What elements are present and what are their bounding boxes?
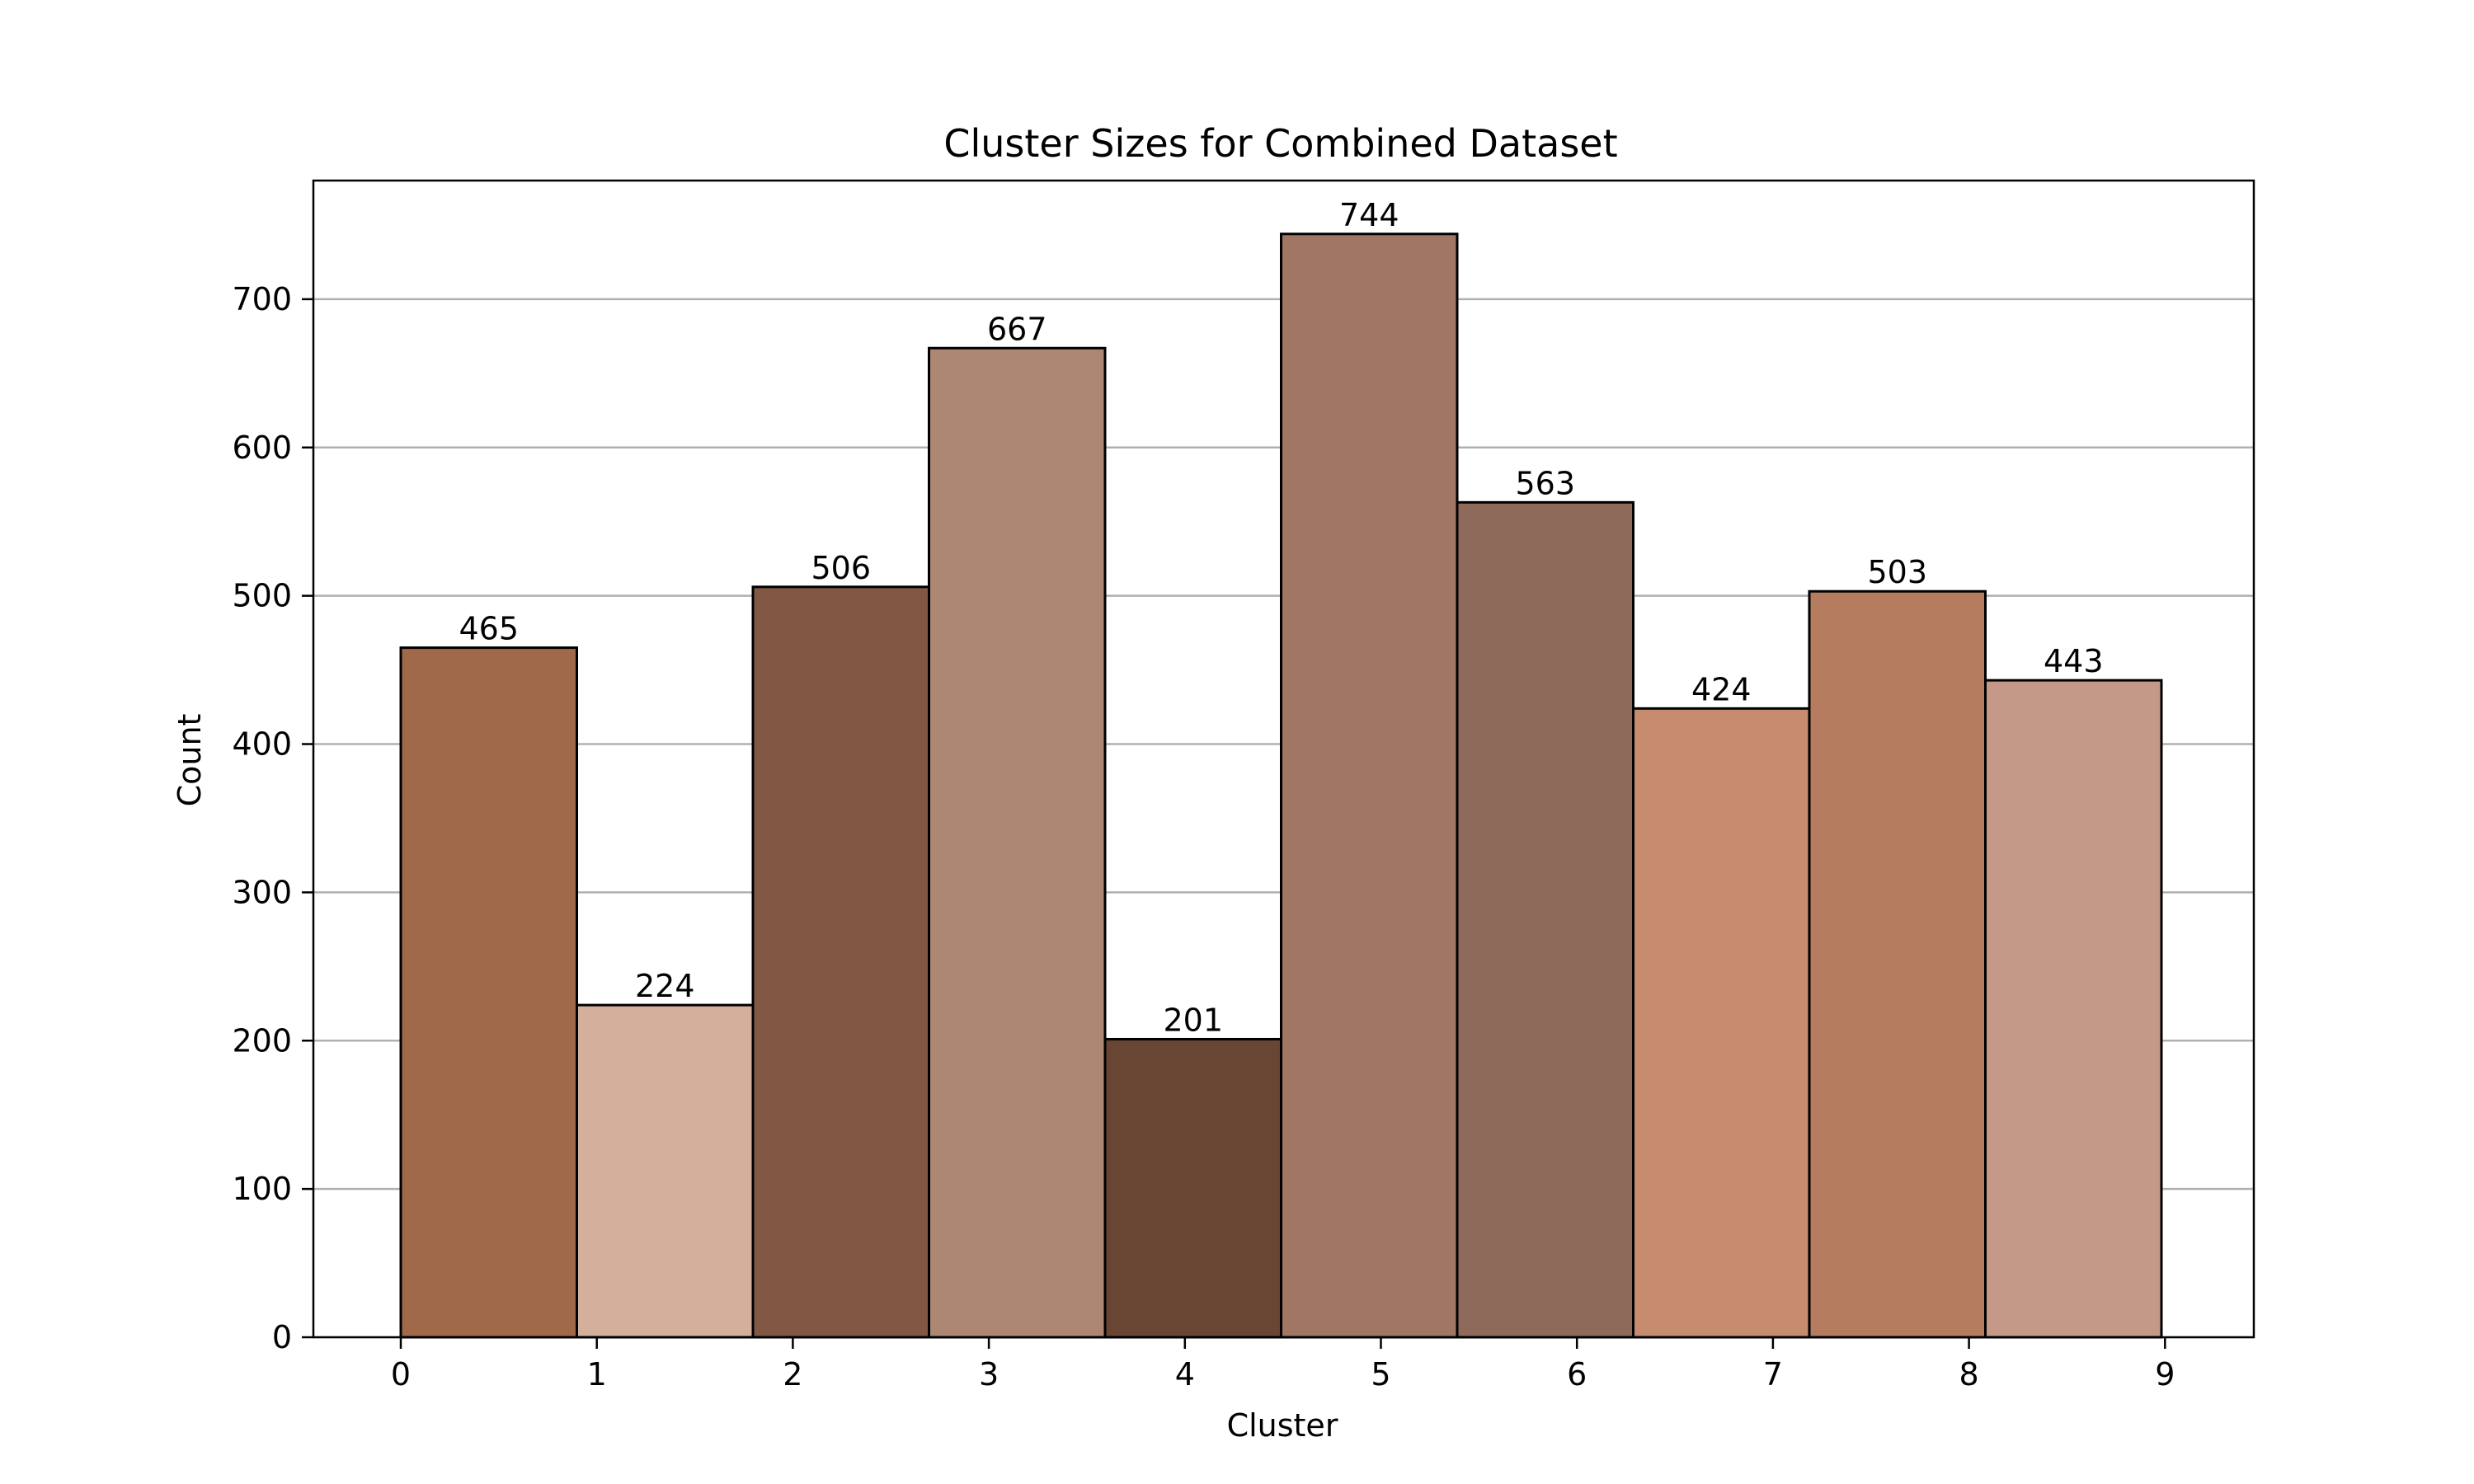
bar-cluster-5 (1280, 232, 1459, 1339)
plot-frame (312, 179, 2255, 1339)
data-label: 503 (1867, 554, 1927, 590)
x-tick-label: 8 (1959, 1356, 1979, 1392)
y-tick-label: 600 (232, 430, 292, 466)
bar-cluster-8 (1808, 589, 1987, 1339)
x-tick-label: 3 (979, 1356, 999, 1392)
data-label: 563 (1515, 465, 1575, 501)
x-tick-label: 6 (1567, 1356, 1587, 1392)
x-axis-label: Cluster (1227, 1407, 1338, 1444)
x-tick-label: 4 (1175, 1356, 1195, 1392)
data-label: 424 (1691, 671, 1752, 707)
bar-cluster-1 (576, 1003, 755, 1339)
y-axis-ticks: 0 100 200 300 400 500 600 700 (232, 281, 313, 1355)
data-label: 506 (811, 550, 871, 586)
bar-cluster-7 (1632, 707, 1811, 1339)
bar-cluster-0 (399, 646, 578, 1339)
y-axis-label: Count (172, 714, 208, 807)
y-tick-label: 500 (232, 578, 292, 614)
bar-cluster-4 (1103, 1037, 1282, 1339)
x-tick-label: 0 (391, 1356, 411, 1392)
data-label: 201 (1163, 1002, 1223, 1038)
chart-title: Cluster Sizes for Combined Dataset (943, 121, 1617, 166)
bars (399, 232, 2163, 1339)
bar-cluster-9 (1984, 679, 2163, 1339)
data-label: 744 (1339, 197, 1399, 233)
y-tick-label: 200 (232, 1022, 292, 1059)
data-labels: 465 224 506 667 201 744 563 424 503 443 (459, 197, 2103, 1039)
data-label: 224 (635, 968, 695, 1004)
x-tick-label: 5 (1371, 1356, 1390, 1392)
x-tick-label: 7 (1763, 1356, 1783, 1392)
data-label: 443 (2044, 643, 2104, 679)
x-axis-ticks: 0 1 2 3 4 5 6 7 8 9 (391, 1337, 2175, 1392)
data-label: 667 (987, 311, 1047, 347)
x-tick-label: 1 (587, 1356, 607, 1392)
x-tick-label: 2 (783, 1356, 802, 1392)
x-tick-label: 9 (2155, 1356, 2175, 1392)
y-tick-label: 400 (232, 726, 292, 763)
bar-cluster-2 (751, 585, 930, 1339)
y-tick-label: 0 (272, 1319, 292, 1355)
y-tick-label: 300 (232, 874, 292, 910)
y-tick-label: 700 (232, 281, 292, 317)
bar-cluster-3 (928, 346, 1107, 1339)
data-label: 465 (459, 611, 519, 647)
y-tick-label: 100 (232, 1171, 292, 1207)
bar-cluster-6 (1456, 500, 1634, 1339)
